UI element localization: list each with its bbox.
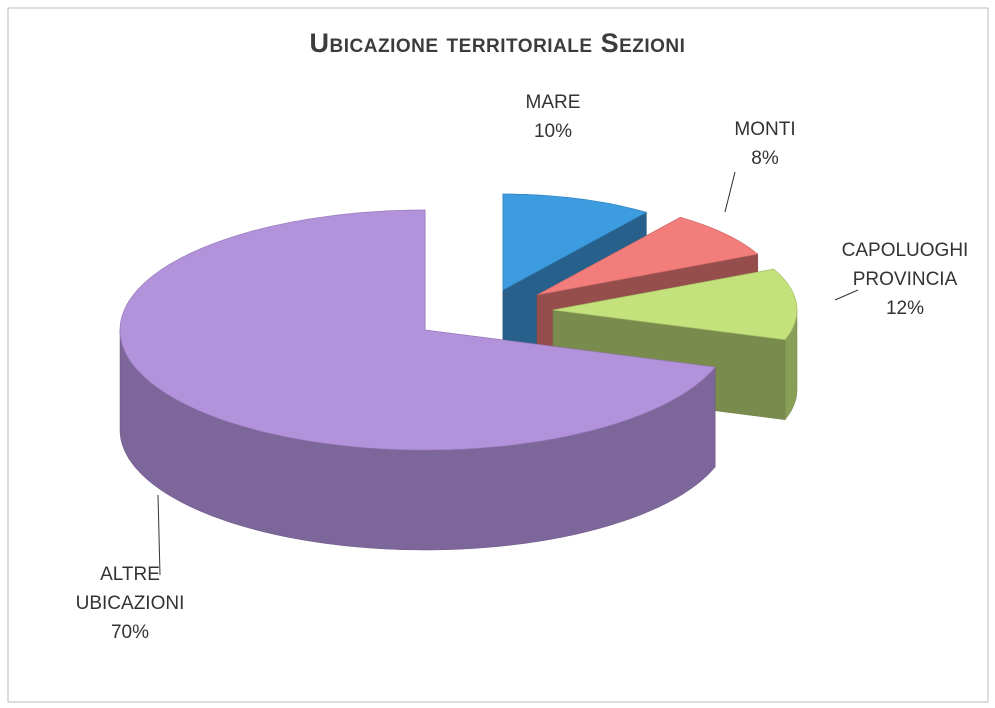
slice-label: CAPOLUOGHI PROVINCIA: [841, 240, 969, 290]
slice-value-label: 12%: [885, 298, 925, 319]
slice-value-label: 8%: [751, 148, 779, 169]
leader-line: [724, 171, 736, 213]
chart-border: [7, 7, 989, 703]
slice-label: MARE: [525, 92, 581, 113]
slice: [502, 193, 648, 291]
slice: [536, 216, 759, 296]
leader-line: [834, 289, 859, 301]
slice: [119, 209, 716, 451]
leader-line: [157, 494, 161, 576]
slice-label: ALTRE UBICAZIONI: [75, 564, 185, 614]
chart-title: Ubicazione territoriale Sezioni: [309, 28, 686, 58]
slice-value-label: 10%: [533, 121, 573, 142]
slice-label: MONTI: [734, 119, 796, 140]
slice: [552, 268, 798, 341]
slice-value-label: 70%: [110, 622, 150, 643]
